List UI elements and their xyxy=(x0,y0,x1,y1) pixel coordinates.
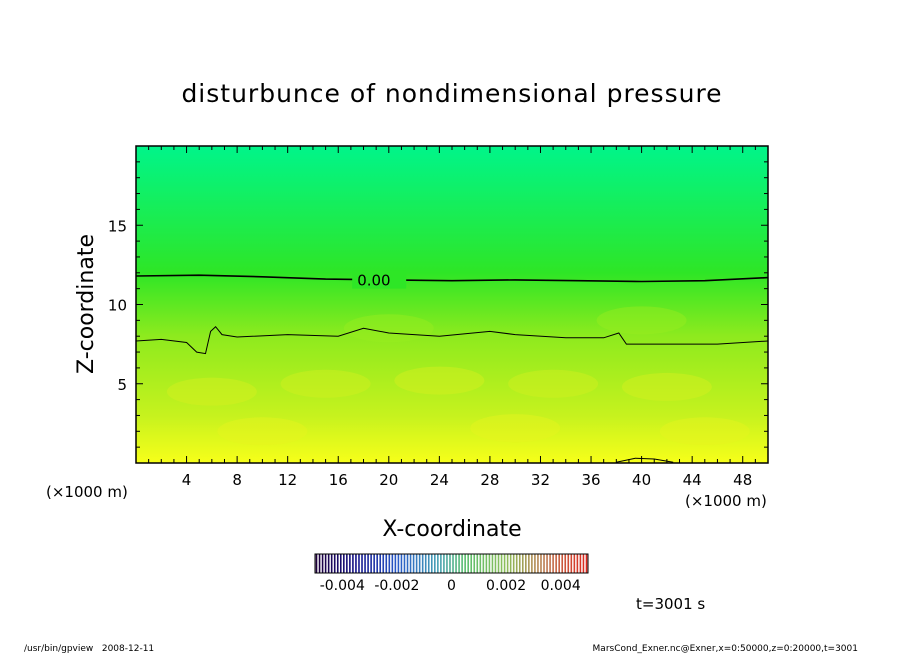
field-blob xyxy=(394,366,485,395)
contour-lines: 0.00 xyxy=(136,270,768,463)
x-axis-unit: (×1000 m) xyxy=(685,492,767,510)
x-tick-label: 40 xyxy=(632,471,651,489)
colorbar-tick-label: -0.002 xyxy=(374,578,419,594)
colorbar-tick-label: 0.002 xyxy=(486,578,526,594)
footer-right: MarsCond_Exner.nc@Exner,x=0:50000,z=0:20… xyxy=(593,644,858,654)
field-blob xyxy=(280,369,371,398)
contour-line xyxy=(136,274,768,283)
time-label: t=3001 s xyxy=(636,595,705,613)
y-tick-label: 10 xyxy=(108,297,127,315)
colorbar-tick-label: -0.004 xyxy=(320,578,365,594)
y-tick-labels: 5 10 15 xyxy=(108,217,127,394)
contour-line xyxy=(136,325,768,355)
x-tick-label: 44 xyxy=(683,471,702,489)
contour-label-bg xyxy=(352,270,407,289)
x-tick-label: 36 xyxy=(581,471,600,489)
field-blob xyxy=(621,372,712,401)
field-blob xyxy=(659,417,750,446)
colorbar xyxy=(315,554,588,573)
x-tick-label: 4 xyxy=(182,471,192,489)
colorbar-labels: -0.004 -0.002 0 0.002 0.004 xyxy=(320,578,581,594)
x-tick-labels: 4 8 12 16 20 24 28 32 36 40 44 48 xyxy=(182,471,752,489)
x-tick-label: 20 xyxy=(379,471,398,489)
axis-ticks xyxy=(136,146,768,463)
colorbar-tick-label: 0.004 xyxy=(541,578,581,594)
contour-label: 0.00 xyxy=(357,272,390,290)
footer-left: /usr/bin/gpview 2008-12-11 xyxy=(24,644,154,654)
field-texture xyxy=(166,306,750,446)
x-tick-label: 8 xyxy=(232,471,242,489)
field-blob xyxy=(217,417,308,446)
y-axis-unit: (×1000 m) xyxy=(46,483,128,501)
y-axis-label: Z-coordinate xyxy=(74,234,99,374)
colorbar-frame xyxy=(314,553,589,574)
colorbar-tick-label: 0 xyxy=(447,578,456,594)
x-tick-label: 48 xyxy=(733,471,752,489)
x-tick-label: 32 xyxy=(531,471,550,489)
field-blob xyxy=(343,314,434,343)
field-blob xyxy=(508,369,599,398)
field-blob xyxy=(596,306,687,335)
y-tick-label: 15 xyxy=(108,217,127,235)
contour-line xyxy=(616,457,674,463)
chart-title: disturbunce of nondimensional pressure xyxy=(181,79,722,108)
x-tick-label: 28 xyxy=(480,471,499,489)
x-tick-label: 16 xyxy=(329,471,348,489)
field-blob xyxy=(470,414,561,443)
x-axis-label: X-coordinate xyxy=(382,517,521,542)
y-tick-label: 5 xyxy=(117,376,127,394)
field-blob xyxy=(166,377,257,406)
heatmap-field xyxy=(136,146,768,463)
x-tick-label: 12 xyxy=(278,471,297,489)
x-tick-label: 24 xyxy=(430,471,449,489)
